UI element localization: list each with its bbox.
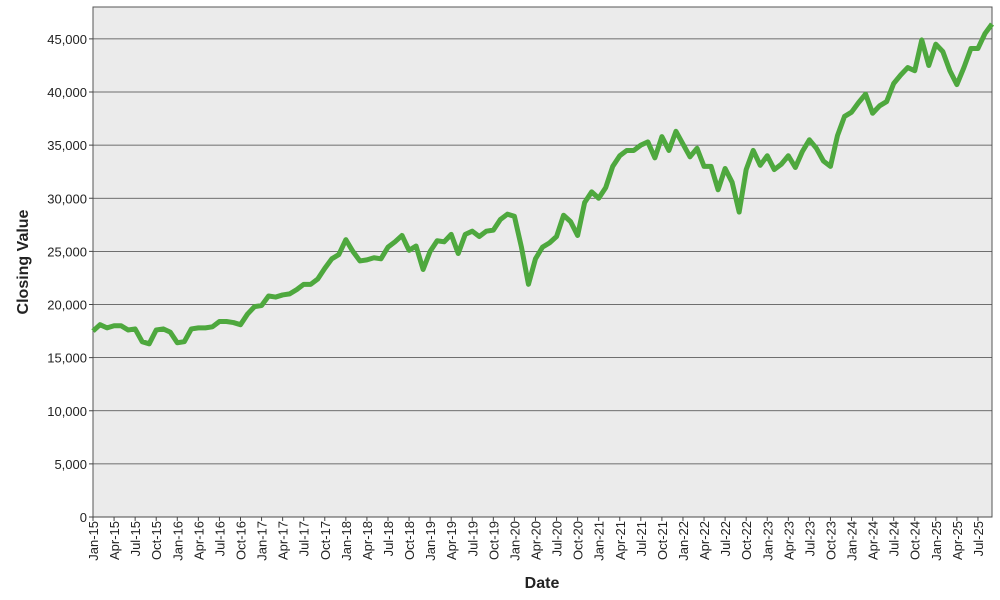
x-tick-label: Apr-23 [781,521,796,560]
x-tick-label: Jul-17 [297,521,312,556]
x-tick-label: Jul-16 [212,521,227,556]
x-tick-label: Jan-18 [339,521,354,561]
x-tick-label: Jul-21 [634,521,649,556]
x-tick-label: Apr-17 [276,521,291,560]
x-tick-label: Jul-18 [381,521,396,556]
y-tick-label: 5,000 [54,457,87,472]
x-tick-label: Oct-23 [823,521,838,560]
x-tick-label: Oct-24 [908,521,923,560]
y-tick-label: 35,000 [47,138,87,153]
x-tick-label: Apr-15 [107,521,122,560]
x-tick-label: Oct-19 [486,521,501,560]
x-tick-label: Apr-16 [191,521,206,560]
x-tick-label: Apr-25 [950,521,965,560]
x-tick-label: Oct-17 [318,521,333,560]
y-tick-label: 25,000 [47,244,87,259]
x-tick-label: Jul-15 [128,521,143,556]
x-tick-label: Oct-22 [739,521,754,560]
y-axis-label: Closing Value [15,209,32,314]
x-tick-label: Oct-18 [402,521,417,560]
plot-area [92,6,993,518]
x-tick-label: Jan-16 [170,521,185,561]
x-tick-label: Jul-19 [465,521,480,556]
y-tick-label: 10,000 [47,404,87,419]
x-tick-label: Apr-21 [613,521,628,560]
x-tick-label: Jan-20 [507,521,522,561]
x-tick-label: Jan-25 [929,521,944,561]
y-tick-label: 0 [80,510,87,525]
x-tick-label: Jul-22 [718,521,733,556]
x-tick-label: Jan-24 [845,521,860,561]
x-tick-label: Jul-24 [887,521,902,556]
x-tick-label: Jan-15 [86,521,101,561]
x-axis-label: Date [525,575,560,592]
x-tick-label: Jul-25 [971,521,986,556]
x-tick-label: Apr-19 [444,521,459,560]
x-tick-label: Apr-24 [866,521,881,560]
x-tick-label: Jan-23 [760,521,775,561]
x-tick-label: Apr-20 [528,521,543,560]
x-tick-label: Jul-20 [550,521,565,556]
x-tick-label: Jan-19 [423,521,438,561]
x-tick-label: Apr-22 [697,521,712,560]
y-tick-label: 30,000 [47,191,87,206]
y-tick-label: 45,000 [47,32,87,47]
x-tick-label: Oct-21 [655,521,670,560]
line-series [91,22,995,347]
x-tick-label: Oct-15 [149,521,164,560]
x-tick-label: Jan-17 [255,521,270,561]
x-tick-label: Oct-20 [571,521,586,560]
x-tick-label: Jan-21 [592,521,607,561]
y-tick-label: 40,000 [47,85,87,100]
x-tick-label: Apr-18 [360,521,375,560]
x-tick-label: Oct-16 [233,521,248,560]
x-tick-label: Jan-22 [676,521,691,561]
y-tick-label: 15,000 [47,351,87,366]
y-tick-label: 20,000 [47,298,87,313]
x-tick-label: Jul-23 [802,521,817,556]
